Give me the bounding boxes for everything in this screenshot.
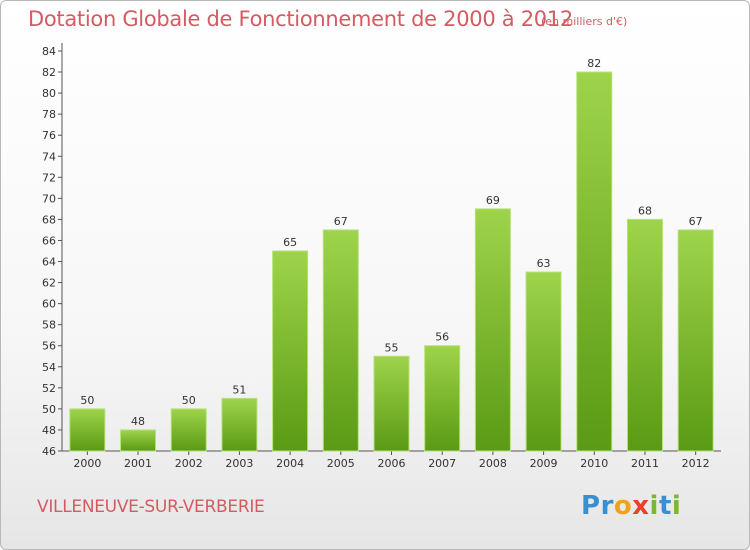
x-tick-label: 2007 [428, 457, 456, 470]
logo-letter: o [613, 491, 633, 521]
bar [170, 408, 207, 452]
logo-letter: i [671, 491, 682, 521]
data-label: 56 [435, 331, 449, 344]
bar [576, 71, 613, 452]
data-label: 51 [232, 383, 246, 396]
logo-letter: t [658, 491, 672, 521]
bar [120, 429, 157, 452]
bar [322, 229, 359, 452]
y-tick-label: 50 [42, 403, 56, 416]
y-tick-label: 84 [42, 45, 56, 58]
bar [69, 408, 106, 452]
data-label: 69 [486, 194, 500, 207]
bar [373, 355, 410, 452]
commune-name: VILLENEUVE-SUR-VERBERIE [37, 497, 265, 517]
y-tick-label: 60 [42, 298, 56, 311]
x-tick-label: 2003 [225, 457, 253, 470]
data-label: 67 [334, 215, 348, 228]
bar [474, 208, 511, 452]
data-label: 50 [80, 394, 94, 407]
y-tick-label: 68 [42, 213, 56, 226]
x-tick-label: 2010 [580, 457, 608, 470]
x-tick-label: 2004 [276, 457, 304, 470]
bar [424, 345, 461, 452]
y-tick-label: 48 [42, 424, 56, 437]
data-label: 67 [689, 215, 703, 228]
logo-letter: i [649, 491, 659, 521]
y-tick-label: 56 [42, 340, 56, 353]
logo-letter: P [581, 491, 601, 521]
bars: 50 48 50 51 65 67 55 56 69 63 82 68 67 [69, 57, 714, 452]
x-tick-label: 2011 [631, 457, 659, 470]
data-label: 50 [182, 394, 196, 407]
y-tick-label: 78 [42, 108, 56, 121]
data-label: 63 [537, 257, 551, 270]
bar [272, 250, 309, 452]
x-tick-label: 2009 [530, 457, 558, 470]
proxiti-logo[interactable]: Proxiti [581, 491, 681, 521]
y-tick-label: 74 [42, 150, 56, 163]
bar [221, 397, 258, 452]
y-tick-label: 72 [42, 171, 56, 184]
x-tick-label: 2012 [682, 457, 710, 470]
bar [626, 218, 663, 452]
logo-letter: x [632, 491, 650, 521]
y-tick-label: 52 [42, 382, 56, 395]
logo-letter: r [600, 491, 614, 521]
chart-subtitle: (en milliers d'€) [541, 15, 628, 28]
bar [525, 271, 562, 452]
bar [677, 229, 714, 452]
x-tick-label: 2005 [327, 457, 355, 470]
y-tick-label: 64 [42, 256, 56, 269]
y-tick-label: 46 [42, 445, 56, 458]
data-label: 82 [587, 57, 601, 70]
y-tick-label: 70 [42, 192, 56, 205]
y-tick-label: 54 [42, 361, 56, 374]
data-label: 65 [283, 236, 297, 249]
y-tick-label: 66 [42, 234, 56, 247]
y-tick-label: 58 [42, 319, 56, 332]
data-label: 48 [131, 415, 145, 428]
x-tick-label: 2000 [73, 457, 101, 470]
y-tick-label: 76 [42, 129, 56, 142]
y-tick-label: 80 [42, 87, 56, 100]
y-axis: 46 48 50 52 54 56 58 60 62 64 66 68 70 72 74 76 78 80 82 84 [42, 43, 63, 458]
data-label: 55 [385, 341, 399, 354]
x-tick-label: 2002 [175, 457, 203, 470]
chart-title: Dotation Globale de Fonctionnement de 20… [28, 7, 573, 31]
x-tick-label: 2008 [479, 457, 507, 470]
x-tick-label: 2001 [124, 457, 152, 470]
x-tick-label: 2006 [378, 457, 406, 470]
y-tick-label: 82 [42, 66, 56, 79]
x-axis: 2000 2001 2002 2003 2004 2005 2006 2007 2008 2009… [62, 450, 721, 470]
data-label: 68 [638, 204, 652, 217]
y-tick-label: 62 [42, 277, 56, 290]
